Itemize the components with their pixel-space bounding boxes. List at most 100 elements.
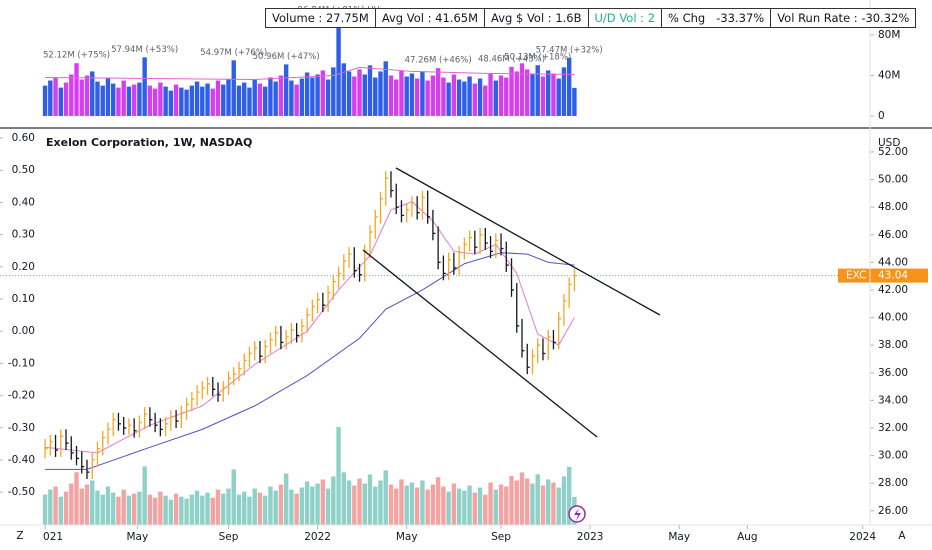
volume-bar [310, 77, 315, 116]
volume-bar [566, 57, 572, 116]
volume-annotation: 47.26M (+46%) [405, 56, 472, 66]
volume-bar [69, 483, 74, 525]
volume-annotation: 57.47M (+32%) [536, 45, 603, 55]
volume-bar [105, 486, 111, 525]
volume-bar [184, 498, 189, 525]
volume-bar [242, 491, 247, 525]
trend-lines [362, 167, 661, 438]
volume-bar [357, 478, 362, 525]
volume-bar [519, 63, 525, 116]
volume-bar [446, 491, 451, 525]
stat: U/D Vol : 2 [589, 9, 663, 27]
volume-bar [462, 490, 467, 525]
volume-bar [273, 81, 278, 116]
volume-bar [561, 476, 567, 525]
volume-bar [477, 487, 483, 525]
x-tick-label: May [126, 531, 148, 543]
volume-bar [540, 485, 546, 525]
y2-tick-label: 0.20 [12, 261, 35, 273]
volume-bar [205, 83, 210, 116]
volume-bar [435, 477, 441, 525]
volume-bar [535, 474, 540, 525]
volume-bar [425, 80, 430, 116]
volume-bar [58, 87, 63, 116]
zoom-button[interactable]: Z [16, 530, 23, 542]
volume-bar [488, 73, 493, 116]
volume-bar [79, 79, 84, 116]
volume-bar [378, 71, 383, 116]
volume-bar [493, 80, 498, 116]
volume-bar [551, 482, 556, 525]
volume-bar [336, 17, 341, 116]
volume-bar [289, 489, 294, 525]
volume-bar [268, 486, 273, 525]
volume-bar [420, 71, 425, 116]
volume-bar [278, 75, 284, 116]
volume-bar [404, 76, 409, 116]
volume-bar [430, 75, 436, 116]
volume-bar [341, 472, 347, 525]
volume-bar [152, 88, 158, 116]
volume-bar [336, 427, 341, 525]
volume-bar [179, 496, 184, 525]
stat: Volume : 27.75M [266, 9, 376, 27]
stat: % Chg -33.37% [662, 9, 772, 27]
volume-bar [399, 70, 404, 116]
volume-bar [142, 466, 147, 525]
volume-bar [299, 487, 305, 525]
volume-bar [231, 60, 236, 116]
chart-title: Exelon Corporation, 1W, NASDAQ [46, 136, 252, 149]
y-tick-label: 80M [878, 29, 900, 41]
y-axis-label: USD [878, 137, 900, 149]
auto-button[interactable]: A [898, 530, 906, 542]
trend-line [395, 167, 661, 316]
volume-bar [304, 72, 310, 116]
volume-bar [53, 486, 58, 525]
volume-bar [137, 491, 142, 525]
volume-bar [226, 488, 231, 525]
volume-bar [367, 474, 373, 525]
volume-bar [194, 81, 200, 116]
volume-bar [394, 488, 399, 525]
volume-bar [79, 488, 84, 525]
icon-bolt [574, 508, 581, 521]
replay-icon[interactable] [568, 505, 586, 523]
volume-bar [467, 485, 472, 525]
volume-bar [546, 479, 551, 525]
volume-bar [257, 492, 263, 525]
volume-bar [48, 80, 53, 116]
volume-bar [472, 492, 478, 525]
x-tick-label: 2022 [304, 531, 331, 543]
volume-bar [126, 495, 132, 525]
y2-tick-label: -0.30 [8, 422, 35, 434]
y2-tick-label: -0.10 [8, 357, 35, 369]
volume-bar [111, 83, 116, 116]
volume-bar [561, 67, 567, 116]
volume-bar [414, 487, 420, 525]
x-tick-label: Aug [737, 531, 758, 543]
volume-bar [210, 88, 215, 116]
x-tick-label: Sep [491, 531, 511, 543]
volume-bar [252, 79, 257, 116]
volume-bar [383, 470, 388, 525]
volume-bar [315, 74, 320, 116]
y-tick-label: 34.00 [878, 394, 908, 406]
volume-annotation: 57.94M (+53%) [111, 45, 178, 55]
volume-bar [320, 479, 326, 525]
y2-tick-label: -0.50 [8, 486, 35, 498]
y2-tick-label: 0.40 [12, 196, 35, 208]
volume-bar [273, 490, 278, 525]
volume-bar [63, 491, 69, 525]
volume-bar [530, 483, 535, 525]
y-tick-label: 30.00 [878, 450, 908, 462]
y-tick-label: 28.00 [878, 477, 908, 489]
volume-bar [262, 495, 268, 525]
price-tag [838, 268, 928, 283]
volume-bar [462, 81, 467, 116]
volume-bar [362, 74, 367, 116]
volume-bar [189, 85, 195, 116]
volume-annotation: 52.12M (+75%) [43, 51, 110, 61]
volume-bar [158, 491, 163, 525]
